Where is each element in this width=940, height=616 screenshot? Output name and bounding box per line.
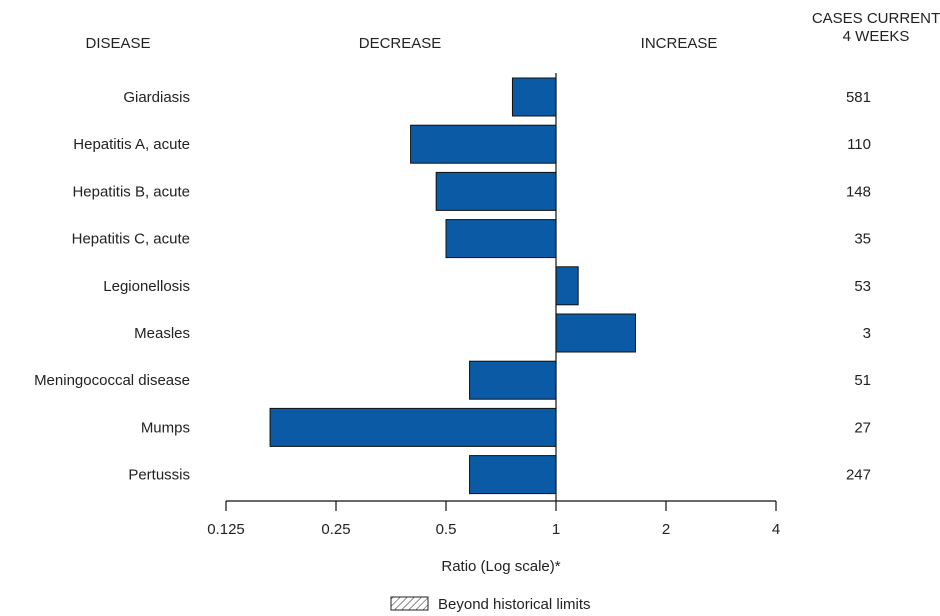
x-tick-label: 1 [552,521,560,538]
bar-8 [469,455,557,495]
case-count: 3 [863,325,871,342]
category-label: Meningococcal disease [34,372,190,389]
bar-7 [269,407,557,447]
bar-2 [435,171,557,211]
x-tick-label: 2 [662,521,670,538]
category-label: Hepatitis B, acute [72,183,190,200]
x-tick-label: 0.125 [207,521,245,538]
x-tick-label: 0.25 [321,521,350,538]
header-disease: DISEASE [85,35,150,52]
header-cases-line1: CASES CURRENT [812,10,940,27]
x-axis-label: Ratio (Log scale)* [441,558,560,575]
bar-4 [555,266,579,306]
category-labels: Giardiasis Hepatitis A, acute Hepatitis B,… [34,89,190,484]
legend-label: Beyond historical limits [438,596,591,613]
category-label: Measles [134,325,190,342]
x-tick-label: 0.5 [436,521,457,538]
bar-5 [555,313,636,353]
case-count: 110 [847,136,871,153]
category-label: Legionellosis [103,278,190,295]
header-increase: INCREASE [641,35,718,52]
category-label: Hepatitis C, acute [72,231,190,248]
case-count: 247 [846,467,871,484]
bar-6 [469,360,557,400]
case-count: 51 [854,372,871,389]
bar-1 [410,124,557,164]
category-label: Giardiasis [123,89,190,106]
category-label: Mumps [141,419,190,436]
case-count: 35 [854,231,871,248]
x-tick-label: 4 [772,521,780,538]
bars-layer [269,77,636,495]
case-count: 148 [846,183,871,200]
category-label: Pertussis [128,467,190,484]
case-counts: 581 110 148 35 53 3 51 27 247 [846,89,871,484]
header-cases-line2: 4 WEEKS [843,28,910,45]
legend-hatch-swatch [390,596,429,611]
case-count: 53 [854,278,871,295]
bar-0 [511,77,557,117]
header-decrease: DECREASE [359,35,442,52]
case-count: 27 [854,419,871,436]
bar-3 [445,219,557,259]
category-label: Hepatitis A, acute [73,136,190,153]
case-count: 581 [846,89,871,106]
x-axis-ticks: 0.125 0.25 0.5 1 2 4 [207,501,780,538]
